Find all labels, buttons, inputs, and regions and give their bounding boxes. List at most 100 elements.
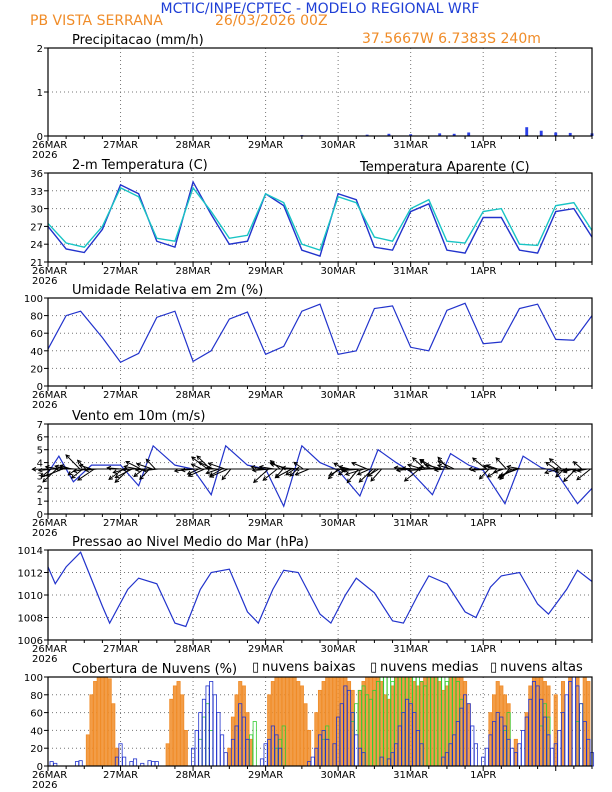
wind-arrow: [275, 468, 292, 478]
x-tick-label: 31MAR: [393, 770, 428, 781]
wind-arrow: [577, 468, 588, 472]
x-tick-label: 30MAR: [321, 770, 356, 781]
cloud-high-bar: [535, 676, 540, 767]
wind-arrowhead: [142, 467, 148, 473]
x-tick-label: 28MAR: [175, 770, 210, 781]
precip-bar: [409, 134, 413, 136]
wind-arrowhead: [196, 455, 202, 461]
y-tick-label: 33: [30, 187, 43, 198]
wind-arrowhead: [437, 460, 443, 465]
y-tick-label: 0: [37, 510, 43, 521]
x-year-label: 2026: [32, 150, 57, 161]
x-year-label: 2026: [32, 780, 57, 791]
x-tick-label: 28MAR: [175, 390, 210, 401]
panel-5: ▯ nuvens baixas ▯ nuvens medias ▯ nuvens alta…: [24, 660, 595, 791]
x-year-label: 2026: [32, 276, 57, 287]
wind-arrowhead: [54, 466, 60, 472]
cloud-low-bar: [223, 752, 228, 767]
cloud-low-bar: [579, 703, 584, 767]
wind-arrow: [412, 457, 426, 470]
wind-arrowhead: [485, 464, 491, 469]
x-tick-label: 28MAR: [175, 644, 210, 655]
wind-arrow: [65, 454, 81, 470]
x-tick-label: 27MAR: [103, 266, 138, 277]
y-tick-label: 1014: [18, 546, 43, 557]
cloud-low-bar: [354, 734, 359, 767]
wind-arrowhead: [545, 461, 551, 467]
wind-arrow: [38, 468, 54, 472]
cloud-high-bar: [292, 676, 297, 767]
wind-arrowhead: [366, 472, 372, 477]
x-tick-label: 29MAR: [248, 770, 283, 781]
wind-arrowhead: [190, 463, 196, 468]
x-tick-label: 29MAR: [248, 140, 283, 151]
x-tick-label: 28MAR: [175, 140, 210, 151]
x-tick-label: 26MAR: [32, 518, 67, 529]
cloud-medium-bar: [252, 721, 257, 767]
wind-arrowhead: [205, 469, 211, 475]
y-tick-label: 4: [37, 459, 43, 470]
wind-arrowhead: [548, 458, 554, 463]
cloud-high-bar: [169, 698, 174, 767]
precip-bar: [438, 133, 442, 136]
wind-arrow: [136, 463, 153, 470]
wind-arrowhead: [562, 467, 568, 473]
cloud-high-bar: [234, 694, 239, 767]
cloud-high-bar: [180, 694, 185, 767]
cloud-high-bar: [448, 676, 453, 767]
legend-high-swatch: ▯: [490, 660, 497, 675]
wind-arrow: [289, 468, 298, 477]
wind-arrowhead: [123, 464, 129, 470]
header-title: MCTIC/INPE/CPTEC - MODELO REGIONAL WRF: [161, 1, 480, 17]
wind-arrowhead: [358, 478, 364, 483]
wind-arrow: [139, 468, 150, 480]
wind-arrowhead: [78, 463, 84, 469]
wind-arrowhead: [576, 475, 582, 481]
y-tick-label: 3: [37, 471, 43, 482]
cloud-low-bar: [49, 761, 54, 767]
cloud-high-bar: [183, 730, 188, 767]
y-tick-label: 100: [24, 294, 43, 305]
wind-arrowhead: [67, 471, 73, 476]
wind-arrowhead: [403, 477, 409, 482]
wind-arrow: [253, 468, 269, 483]
wind-arrowhead: [563, 477, 568, 483]
wind-arrow: [549, 458, 562, 470]
wind-arrowhead: [554, 468, 560, 474]
cloud-low-bar: [484, 747, 489, 767]
cloud-low-bar: [470, 725, 475, 767]
wind-speed-line: [47, 444, 593, 508]
y-tick-label: 1008: [18, 614, 43, 625]
cloud-high-bar: [499, 685, 504, 767]
wind-arrowhead: [471, 457, 477, 462]
wind-arrowhead: [205, 465, 210, 471]
cloud-low-bar: [212, 694, 217, 767]
x-year-label: 2026: [32, 400, 57, 411]
wind-arrowhead: [84, 467, 89, 473]
wind-arrow: [198, 461, 214, 470]
cloud-high-bar: [317, 689, 323, 767]
wind-arrowhead: [571, 468, 577, 473]
x-tick-label: 29MAR: [248, 518, 283, 529]
cloud-high-bar: [528, 685, 533, 767]
wind-arrowhead: [506, 464, 512, 470]
x-tick-label: 28MAR: [175, 266, 210, 277]
humidity-line: [47, 302, 593, 363]
cloud-high-bar: [488, 712, 493, 767]
cloud-low-bar: [118, 743, 123, 767]
cloud-high-bar: [386, 698, 391, 767]
y-tick-label: 40: [30, 347, 43, 358]
x-tick-label: 31MAR: [393, 390, 428, 401]
cloud-high-bar: [281, 676, 286, 767]
cloud-high-bar: [441, 689, 446, 767]
cloud-high-bar: [339, 676, 344, 767]
wind-arrowhead: [72, 468, 78, 474]
cloud-high-bar: [89, 694, 94, 767]
wind-arrowhead: [209, 473, 215, 478]
wind-arrowhead: [576, 468, 582, 473]
cloud-high-bar: [336, 676, 341, 767]
wind-arrow: [41, 468, 52, 478]
y-tick-label: 0: [37, 132, 43, 143]
wind-arrow: [545, 461, 557, 470]
wind-arrowhead: [499, 472, 505, 477]
